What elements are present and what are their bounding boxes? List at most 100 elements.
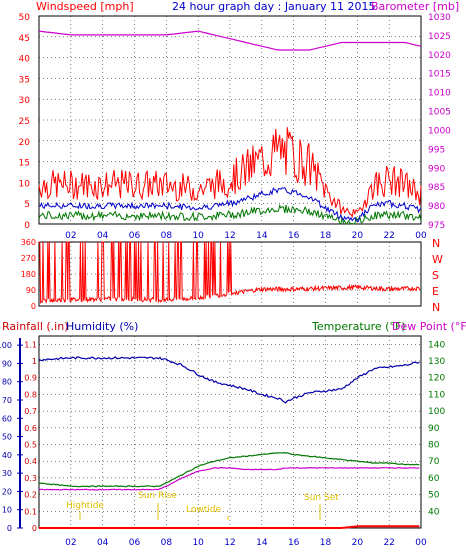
top-x-tick-label: 18 <box>320 231 332 241</box>
wind-low-line <box>38 203 422 225</box>
rainfall-tick-label: 0.3 <box>24 474 37 483</box>
humidity-tick-label: 100 <box>0 341 12 350</box>
windspeed-label: Windspeed [mph] <box>36 0 134 13</box>
barometer-tick-label: 975 <box>428 221 445 231</box>
rainfall-tick-label: 0 <box>32 524 37 533</box>
compass-tick-label: N <box>432 237 440 250</box>
rainfall-tick-label: 0.2 <box>24 491 37 500</box>
windspeed-tick-label: 40 <box>19 55 31 65</box>
temperature-tick-label: 90 <box>428 424 440 434</box>
rainfall-axis: 1.1 1 0.9 0.8 0.7 0.6 0.5 0.4 0.3 0.2 0.1 0 <box>24 340 37 533</box>
humidity-tick-label: 60 <box>2 414 12 423</box>
top-x-axis: 02 04 06 08 10 12 14 16 18 20 22 00 <box>65 231 427 241</box>
top-series <box>38 30 422 225</box>
windspeed-tick-label: 5 <box>24 200 30 210</box>
bottom-x-tick-label: 10 <box>192 538 204 548</box>
bottom-x-tick-label: 06 <box>129 538 141 548</box>
bottom-x-tick-label: 14 <box>256 538 268 548</box>
temperature-tick-label: 140 <box>428 340 445 350</box>
bottom-x-tick-label: 02 <box>65 538 76 548</box>
barometer-tick-label: 1025 <box>428 32 451 42</box>
bottom-x-axis: 02 04 06 08 10 12 14 16 18 20 22 00 <box>65 538 427 548</box>
temperature-tick-label: 120 <box>428 374 445 384</box>
temp-humidity-panel: Rainfall (.in) Humidity (%) Temperature … <box>0 320 466 548</box>
top-title: 24 hour graph day : January 11 2015 <box>172 0 376 13</box>
bottom-series <box>38 356 420 529</box>
top-grid <box>39 15 422 225</box>
rainfall-tick-label: 0.7 <box>24 407 37 416</box>
top-x-tick-label: 04 <box>97 231 109 241</box>
top-x-tick-label: 02 <box>65 231 76 241</box>
temperature-tick-label: 110 <box>428 390 445 400</box>
top-x-tick-label: 20 <box>352 231 364 241</box>
humidity-tick-label: 20 <box>2 487 12 496</box>
top-x-tick-label: 08 <box>161 231 173 241</box>
temperature-tick-label: 50 <box>428 491 440 501</box>
direction-tick-label: 270 <box>21 254 36 263</box>
barometer-tick-label: 995 <box>428 145 445 155</box>
dewpoint-line <box>38 466 420 491</box>
humidity-tick-label: 40 <box>2 451 12 460</box>
rainfall-tick-label: 0.5 <box>24 441 37 450</box>
direction-tick-label: 360 <box>21 238 36 247</box>
compass-tick-label: S <box>432 269 439 282</box>
barometer-tick-label: 1005 <box>428 108 451 118</box>
barometer-tick-label: 1030 <box>428 13 451 23</box>
temperature-label: Temperature (°F) <box>311 320 406 333</box>
dewpoint-label: Dew Point (°F) <box>392 320 466 333</box>
humidity-tick-label: 0 <box>7 524 12 533</box>
barometer-tick-label: 985 <box>428 183 445 193</box>
rainfall-tick-label: 0.4 <box>24 457 37 466</box>
wind-gust-line <box>38 127 422 219</box>
windspeed-tick-label: 30 <box>19 96 31 106</box>
humidity-tick-label: 30 <box>2 469 12 478</box>
temperature-tick-label: 40 <box>428 507 440 517</box>
rainfall-tick-label: 0.8 <box>24 390 37 399</box>
temperature-tick-label: 100 <box>428 407 445 417</box>
bottom-x-tick-label: 12 <box>224 538 235 548</box>
sun-rise-label: Sun Rise <box>138 491 177 501</box>
temperature-tick-label: 130 <box>428 357 445 367</box>
rainfall-tick-label: 0.9 <box>24 374 37 383</box>
bottom-x-tick-label: 00 <box>415 538 427 548</box>
windspeed-tick-label: 50 <box>19 13 31 23</box>
humidity-tick-label: 50 <box>2 433 12 442</box>
humidity-tick-label: 70 <box>2 396 12 405</box>
bottom-x-tick-label: 04 <box>97 538 109 548</box>
direction-series <box>39 241 421 304</box>
barometer-tick-label: 1000 <box>428 126 451 136</box>
temperature-tick-label: 60 <box>428 474 440 484</box>
barometer-axis: 1030 1025 1020 1015 1010 1005 1000 995 990 985 980… <box>428 13 451 231</box>
rainfall-tick-label: 0.1 <box>24 507 37 516</box>
wind-direction-line <box>39 241 421 304</box>
top-x-tick-label: 10 <box>192 231 204 241</box>
humidity-tick-label: 10 <box>2 506 12 515</box>
windspeed-tick-label: 15 <box>19 159 30 169</box>
compass-tick-label: W <box>432 253 443 266</box>
top-x-tick-label: 14 <box>256 231 268 241</box>
humidity-tick-label: 90 <box>2 359 12 368</box>
direction-degrees-axis: 360 270 180 90 0 <box>21 238 36 311</box>
windspeed-tick-label: 20 <box>19 138 31 148</box>
windspeed-tick-label: 25 <box>19 117 30 127</box>
windspeed-tick-label: 35 <box>19 75 30 85</box>
compass-tick-label: E <box>432 285 439 298</box>
wind-barometer-panel: Windspeed [mph] 24 hour graph day : Janu… <box>19 0 460 241</box>
barometer-tick-label: 980 <box>428 202 445 212</box>
humidity-label: Humidity (%) <box>66 320 138 333</box>
bottom-x-tick-label: 20 <box>352 538 364 548</box>
barometer-label: Barometer [mb] <box>371 0 459 13</box>
compass-tick-label: N <box>432 301 440 314</box>
barometer-line <box>38 30 422 51</box>
sun-set-label: Sun Set <box>304 493 339 503</box>
barometer-tick-label: 1020 <box>428 51 451 61</box>
bottom-x-tick-label: 18 <box>320 538 332 548</box>
windspeed-tick-label: 45 <box>19 34 30 44</box>
rainfall-tick-label: 1 <box>32 357 37 366</box>
humidity-tick-label: 80 <box>2 378 12 387</box>
top-x-tick-label: 00 <box>415 231 427 241</box>
